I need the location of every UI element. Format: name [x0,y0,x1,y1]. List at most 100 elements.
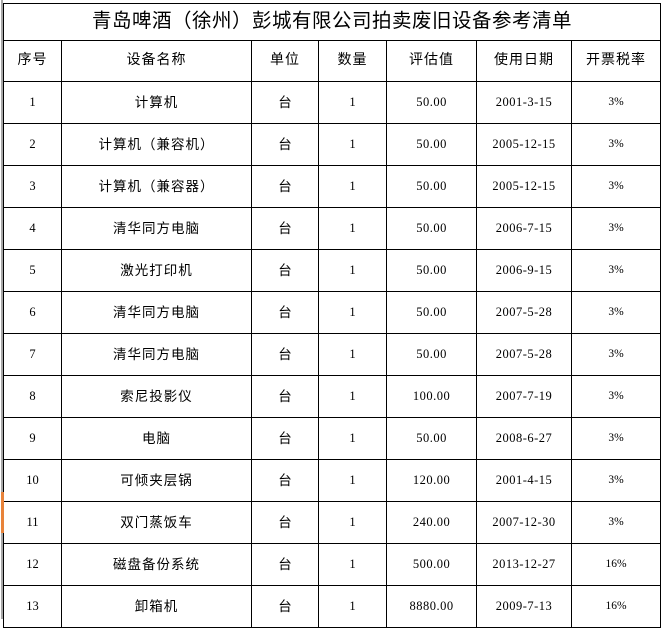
cell-value[interactable]: 50.00 [386,81,477,124]
cell-quantity[interactable]: 1 [318,375,387,418]
cell-index[interactable]: 9 [3,417,62,460]
cell-date[interactable]: 2008-6-27 [476,417,572,460]
table-row[interactable]: 8 索尼投影仪台 1 100.00 2007-7-19 3% [3,375,662,418]
cell-index[interactable]: 11 [3,501,62,544]
cell-date[interactable]: 2007-12-30 [476,501,572,544]
table-row[interactable]: 4 清华同方电脑台 1 50.00 2006-7-15 3% [3,207,662,250]
cell-unit[interactable]: 台 [251,459,319,502]
cell-value[interactable]: 120.00 [386,459,477,502]
cell-value[interactable]: 50.00 [386,417,477,460]
cell-tax[interactable]: 3% [570,165,662,208]
table-row[interactable]: 11 双门蒸饭车台 1 240.00 2007-12-30 3% [3,501,662,544]
cell-date[interactable]: 2005-12-15 [476,165,572,208]
cell-unit[interactable]: 台 [251,333,319,376]
table-row[interactable]: 2 计算机（兼容机）台 1 50.00 2005-12-15 3% [3,123,662,166]
cell-quantity[interactable]: 1 [318,291,387,334]
cell-name[interactable]: 卸箱机 [61,585,252,628]
cell-name[interactable]: 清华同方电脑 [61,207,252,250]
cell-tax[interactable]: 3% [570,375,662,418]
cell-name[interactable]: 磁盘备份系统 [61,543,252,586]
cell-value[interactable]: 50.00 [386,207,477,250]
cell-quantity[interactable]: 1 [318,543,387,586]
cell-date[interactable]: 2005-12-15 [476,123,572,166]
cell-tax[interactable]: 16% [570,585,662,628]
cell-index[interactable]: 3 [3,165,62,208]
cell-index[interactable]: 7 [3,333,62,376]
cell-tax[interactable]: 3% [570,249,662,292]
cell-name[interactable]: 清华同方电脑 [61,291,252,334]
cell-date[interactable]: 2009-7-13 [476,585,572,628]
cell-value[interactable]: 8880.00 [386,585,477,628]
cell-index[interactable]: 5 [3,249,62,292]
cell-name[interactable]: 激光打印机 [61,249,252,292]
cell-quantity[interactable]: 1 [318,417,387,460]
cell-tax[interactable]: 3% [570,81,662,124]
cell-value[interactable]: 240.00 [386,501,477,544]
cell-tax[interactable]: 3% [570,123,662,166]
cell-quantity[interactable]: 1 [318,123,387,166]
cell-tax[interactable]: 16% [570,543,662,586]
cell-name[interactable]: 清华同方电脑 [61,333,252,376]
cell-name[interactable]: 电脑 [61,417,252,460]
cell-unit[interactable]: 台 [251,291,319,334]
cell-index[interactable]: 10 [3,459,62,502]
cell-quantity[interactable]: 1 [318,249,387,292]
cell-quantity[interactable]: 1 [318,501,387,544]
table-row[interactable]: 1 计算机台 1 50.00 2001-3-15 3% [3,81,662,124]
table-row[interactable]: 10 可倾夹层锅台 1 120.00 2001-4-15 3% [3,459,662,502]
cell-value[interactable]: 500.00 [386,543,477,586]
cell-index[interactable]: 12 [3,543,62,586]
cell-index[interactable]: 2 [3,123,62,166]
table-row[interactable]: 3 计算机（兼容器）台 1 50.00 2005-12-15 3% [3,165,662,208]
cell-quantity[interactable]: 1 [318,459,387,502]
cell-quantity[interactable]: 1 [318,585,387,628]
cell-value[interactable]: 50.00 [386,165,477,208]
cell-index[interactable]: 4 [3,207,62,250]
cell-value[interactable]: 50.00 [386,249,477,292]
table-row[interactable]: 12 磁盘备份系统台 1 500.00 2013-12-27 16% [3,543,662,586]
cell-date[interactable]: 2007-7-19 [476,375,572,418]
cell-tax[interactable]: 3% [570,501,662,544]
table-row[interactable]: 9 电脑台 1 50.00 2008-6-27 3% [3,417,662,460]
cell-value[interactable]: 50.00 [386,333,477,376]
cell-tax[interactable]: 3% [570,291,662,334]
cell-name[interactable]: 计算机（兼容机） [61,123,252,166]
cell-unit[interactable]: 台 [251,165,319,208]
cell-unit[interactable]: 台 [251,417,319,460]
table-row[interactable]: 13 卸箱机台 1 8880.00 2009-7-13 16% [3,585,662,628]
cell-name[interactable]: 可倾夹层锅 [61,459,252,502]
cell-unit[interactable]: 台 [251,375,319,418]
cell-quantity[interactable]: 1 [318,333,387,376]
cell-date[interactable]: 2001-4-15 [476,459,572,502]
cell-quantity[interactable]: 1 [318,165,387,208]
cell-date[interactable]: 2006-7-15 [476,207,572,250]
table-row[interactable]: 5 激光打印机台 1 50.00 2006-9-15 3% [3,249,662,292]
cell-value[interactable]: 50.00 [386,123,477,166]
cell-quantity[interactable]: 1 [318,207,387,250]
cell-date[interactable]: 2006-9-15 [476,249,572,292]
cell-tax[interactable]: 3% [570,459,662,502]
cell-name[interactable]: 计算机（兼容器） [61,165,252,208]
cell-unit[interactable]: 台 [251,249,319,292]
cell-unit[interactable]: 台 [251,207,319,250]
cell-value[interactable]: 50.00 [386,291,477,334]
cell-name[interactable]: 计算机 [61,81,252,124]
cell-tax[interactable]: 3% [570,207,662,250]
cell-unit[interactable]: 台 [251,123,319,166]
cell-date[interactable]: 2001-3-15 [476,81,572,124]
cell-index[interactable]: 13 [3,585,62,628]
cell-index[interactable]: 6 [3,291,62,334]
cell-value[interactable]: 100.00 [386,375,477,418]
cell-date[interactable]: 2007-5-28 [476,333,572,376]
cell-unit[interactable]: 台 [251,501,319,544]
cell-index[interactable]: 1 [3,81,62,124]
cell-tax[interactable]: 3% [570,333,662,376]
cell-index[interactable]: 8 [3,375,62,418]
cell-name[interactable]: 双门蒸饭车 [61,501,252,544]
cell-unit[interactable]: 台 [251,585,319,628]
cell-quantity[interactable]: 1 [318,81,387,124]
cell-name[interactable]: 索尼投影仪 [61,375,252,418]
cell-unit[interactable]: 台 [251,81,319,124]
cell-tax[interactable]: 3% [570,417,662,460]
cell-date[interactable]: 2007-5-28 [476,291,572,334]
